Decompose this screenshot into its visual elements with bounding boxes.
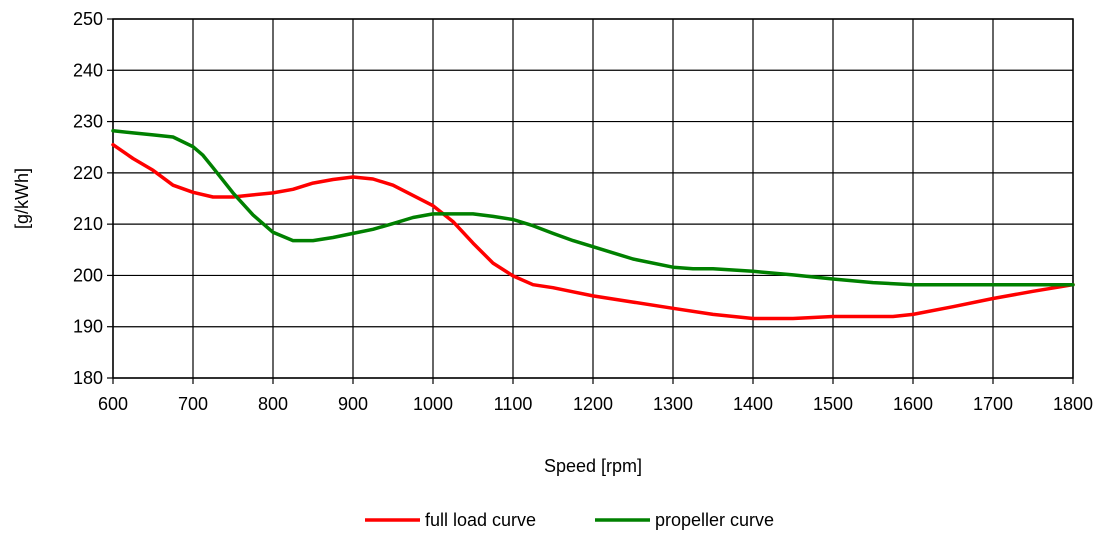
- y-axis: 180 190 200 210 220 230 240 250: [73, 9, 113, 388]
- grid: [112, 18, 1074, 379]
- series-layer: [111, 129, 1075, 321]
- x-tick-label: 1300: [653, 394, 693, 414]
- y-tick-label: 220: [73, 163, 103, 183]
- x-tick-label: 1200: [573, 394, 613, 414]
- y-axis-title: [g/kWh]: [12, 168, 32, 229]
- x-tick-label: 700: [178, 394, 208, 414]
- legend: full load curve propeller curve: [365, 510, 774, 530]
- x-tick-label: 1500: [813, 394, 853, 414]
- x-tick-label: 900: [338, 394, 368, 414]
- x-axis: 600 700 800 900 1000 1100 1200 1300 1400 1500 1600…: [98, 378, 1093, 414]
- y-tick-label: 250: [73, 9, 103, 29]
- legend-label-0: full load curve: [425, 510, 536, 530]
- y-tick-label: 180: [73, 368, 103, 388]
- x-tick-label: 600: [98, 394, 128, 414]
- x-tick-label: 1800: [1053, 394, 1093, 414]
- x-tick-label: 800: [258, 394, 288, 414]
- x-tick-label: 1600: [893, 394, 933, 414]
- x-tick-label: 1700: [973, 394, 1013, 414]
- x-axis-title: Speed [rpm]: [544, 456, 642, 476]
- y-tick-label: 190: [73, 317, 103, 337]
- legend-label-1: propeller curve: [655, 510, 774, 530]
- x-tick-label: 1100: [494, 394, 533, 414]
- y-tick-label: 210: [73, 214, 103, 234]
- series-line-1: [111, 129, 1075, 287]
- y-tick-label: 240: [73, 60, 103, 80]
- x-tick-label: 1000: [413, 394, 453, 414]
- y-tick-label: 200: [73, 265, 103, 285]
- y-tick-label: 230: [73, 112, 103, 132]
- x-tick-label: 1400: [733, 394, 773, 414]
